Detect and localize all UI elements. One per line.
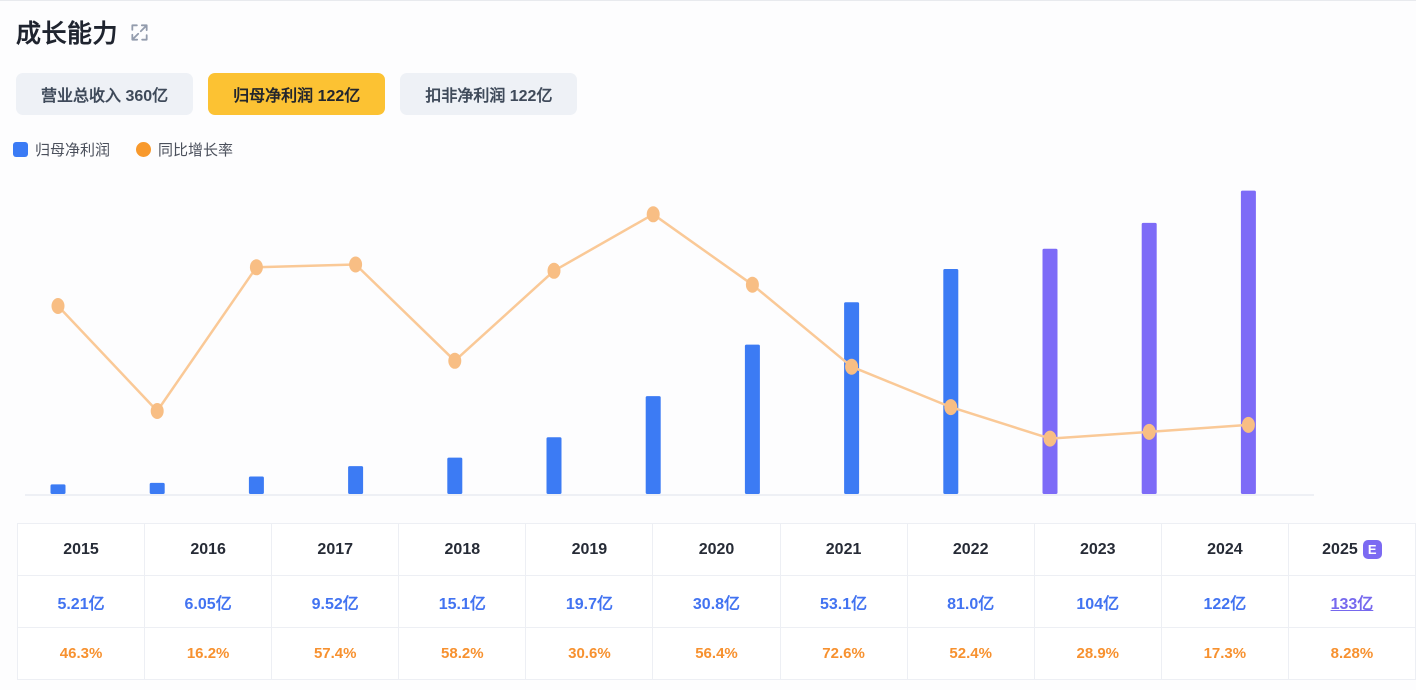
- bar-2016[interactable]: [149, 482, 165, 494]
- bar-2015[interactable]: [50, 484, 66, 494]
- profit-value-cell-2024: 122亿: [1161, 576, 1289, 628]
- marker-2023[interactable]: [845, 358, 859, 375]
- marker-2021[interactable]: [646, 206, 660, 223]
- line-series-swatch-icon: [136, 142, 152, 157]
- year-cell-2017: 2017: [272, 524, 400, 576]
- expand-icon[interactable]: [129, 22, 149, 42]
- profit-value-cell-2019: 19.7亿: [526, 576, 654, 628]
- bar-2018[interactable]: [348, 466, 364, 494]
- legend-label: 同比增长率: [158, 142, 234, 159]
- bar-2021[interactable]: [645, 396, 661, 494]
- profit-value-cell-2018: 15.1亿: [399, 576, 527, 628]
- legend-item-net-profit[interactable]: 归母净利润: [13, 139, 110, 160]
- year-cell-2015: 2015: [18, 524, 146, 576]
- bar-2027E[interactable]: [1240, 190, 1256, 494]
- year-label: 2022: [952, 540, 989, 558]
- marker-2024[interactable]: [944, 399, 958, 416]
- bar-2019[interactable]: [447, 457, 463, 494]
- bar-2020[interactable]: [546, 437, 562, 494]
- profit-growth-combo-chart: [25, 190, 1314, 496]
- bar-2025E[interactable]: [1042, 248, 1058, 494]
- growth-rate-cell-2022: 52.4%: [908, 628, 1035, 679]
- growth-rate-cell-2019: 30.6%: [526, 628, 654, 679]
- chart-legend: 归母净利润 同比增长率: [13, 139, 233, 160]
- profit-value-cell-2015: 5.21亿: [18, 576, 146, 628]
- year-cell-2020: 2020: [653, 524, 781, 576]
- bar-series-swatch-icon: [13, 142, 28, 157]
- growth-rate-cell-2024: 17.3%: [1162, 628, 1289, 679]
- tab-total-revenue[interactable]: 营业总收入 360亿: [16, 73, 194, 115]
- growth-rate-cell-2021: 72.6%: [781, 628, 908, 679]
- profit-value-cell-2017: 9.52亿: [272, 576, 400, 628]
- year-cell-2019: 2019: [526, 524, 654, 576]
- year-label: 2017: [317, 540, 354, 558]
- year-cell-2023: 2023: [1034, 524, 1162, 576]
- year-cell-2021: 2021: [780, 524, 908, 576]
- growth-rate-cell-2025: 8.28%: [1289, 628, 1416, 679]
- marker-2020[interactable]: [547, 262, 561, 279]
- tab-net-profit[interactable]: 归母净利润 122亿: [208, 73, 386, 115]
- profit-value-cell-2021: 53.1亿: [780, 576, 908, 628]
- marker-2015[interactable]: [51, 298, 65, 314]
- estimate-badge: E: [1362, 540, 1382, 559]
- year-cell-2024: 2024: [1161, 524, 1289, 576]
- year-label: 2015: [63, 540, 99, 558]
- year-label: 2016: [190, 540, 226, 558]
- yearly-data-table: 2015 2016 2017 2018 2019 2020 2021 2022 2023 2024…: [17, 523, 1416, 680]
- marker-2018[interactable]: [349, 256, 363, 273]
- bar-2022[interactable]: [744, 344, 760, 494]
- marker-2027E[interactable]: [1241, 416, 1255, 433]
- year-label: 2018: [444, 540, 481, 558]
- growth-rate-cell-2023: 28.9%: [1035, 628, 1162, 679]
- expand-icon-glyph: [130, 23, 148, 41]
- year-label: 2024: [1207, 540, 1243, 558]
- growth-rate-cell-2020: 56.4%: [653, 628, 781, 679]
- page-title: 成长能力: [16, 20, 119, 48]
- growth-rate-cell-2017: 57.4%: [272, 628, 400, 679]
- year-label: 2019: [571, 540, 608, 558]
- year-label: 2023: [1079, 540, 1116, 558]
- bar-2024[interactable]: [943, 268, 959, 494]
- year-cell-2022: 2022: [907, 524, 1035, 576]
- profit-value-cell-2020: 30.8亿: [653, 576, 781, 628]
- bar-2023[interactable]: [844, 302, 860, 494]
- legend-item-growth-rate[interactable]: 同比增长率: [136, 139, 233, 160]
- year-label: 2020: [698, 540, 735, 558]
- year-label: 2021: [825, 540, 862, 558]
- marker-2017[interactable]: [249, 259, 263, 276]
- profit-value-cell-2023: 104亿: [1034, 576, 1162, 628]
- year-cell-2016: 2016: [145, 524, 273, 576]
- growth-rate-cell-2015: 46.3%: [18, 628, 146, 679]
- metric-tabs: 营业总收入 360亿 归母净利润 122亿 扣非净利润 122亿: [16, 73, 578, 115]
- year-label: 2025: [1322, 540, 1358, 558]
- year-cell-2018: 2018: [399, 524, 527, 576]
- growth-rate-cell-2018: 58.2%: [399, 628, 527, 679]
- profit-value-cell-2016: 6.05亿: [145, 576, 273, 628]
- tab-deducted-net-profit[interactable]: 扣非净利润 122亿: [400, 73, 578, 115]
- marker-2016[interactable]: [150, 403, 164, 419]
- growth-rate-cell-2016: 16.2%: [145, 628, 273, 679]
- profit-value-cell-2022: 81.0亿: [907, 576, 1035, 628]
- panel-header: 成长能力: [16, 14, 149, 50]
- marker-2026E[interactable]: [1142, 423, 1156, 440]
- marker-2019[interactable]: [448, 352, 462, 369]
- bar-2026E[interactable]: [1141, 222, 1157, 494]
- legend-label: 归母净利润: [35, 142, 111, 159]
- year-cell-2025: 2025 E: [1288, 524, 1416, 576]
- profit-value-cell-2025[interactable]: 133亿: [1288, 576, 1416, 628]
- marker-2022[interactable]: [745, 276, 759, 293]
- bar-2017[interactable]: [248, 476, 264, 494]
- marker-2025E[interactable]: [1043, 430, 1057, 447]
